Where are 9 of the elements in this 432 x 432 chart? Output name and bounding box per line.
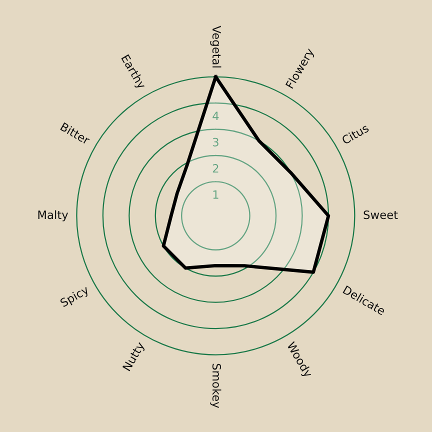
spoke-label: Citus bbox=[341, 123, 370, 145]
spoke-label: Smokey bbox=[210, 364, 222, 408]
spoke-label: Malty bbox=[38, 210, 68, 222]
y-tick-label: 3 bbox=[212, 138, 218, 146]
spoke-label: Vegetal bbox=[210, 26, 222, 68]
y-tick-label: 1 bbox=[213, 190, 218, 199]
y-tick-label: 2 bbox=[212, 164, 218, 173]
y-tick-label: 4 bbox=[212, 112, 219, 120]
spoke-label: Sweet bbox=[364, 210, 398, 220]
